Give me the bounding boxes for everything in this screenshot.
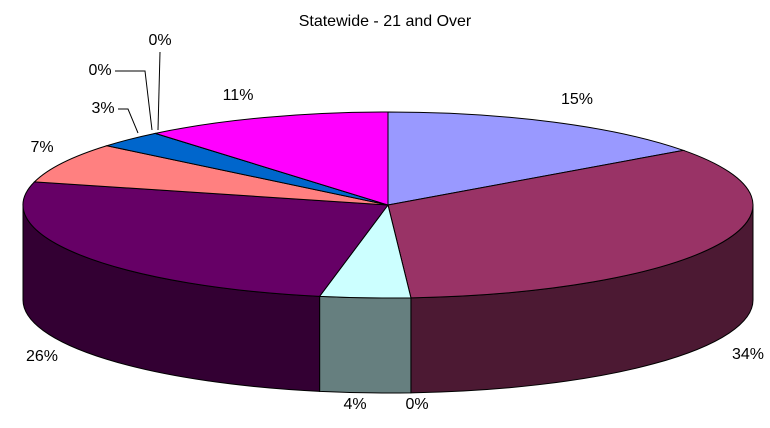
data-label: 15% (561, 91, 593, 108)
leader-line (157, 51, 161, 131)
data-label: 34% (732, 346, 764, 363)
data-label: 4% (343, 396, 366, 413)
data-label: 7% (30, 139, 53, 156)
data-label: 0% (405, 396, 428, 413)
leader-line (118, 108, 139, 134)
data-label: 0% (88, 62, 111, 79)
data-label: 26% (26, 348, 58, 365)
slice (387, 149, 754, 299)
chart-title: Statewide - 21 and Over (299, 13, 472, 30)
slice-side (319, 295, 412, 394)
slice (153, 111, 389, 206)
leader-line (115, 70, 153, 131)
slice (387, 111, 686, 206)
data-label: 3% (91, 100, 114, 117)
data-label: 11% (223, 87, 254, 104)
slice (22, 181, 389, 297)
slice (33, 145, 389, 206)
data-label: 0% (148, 32, 171, 49)
